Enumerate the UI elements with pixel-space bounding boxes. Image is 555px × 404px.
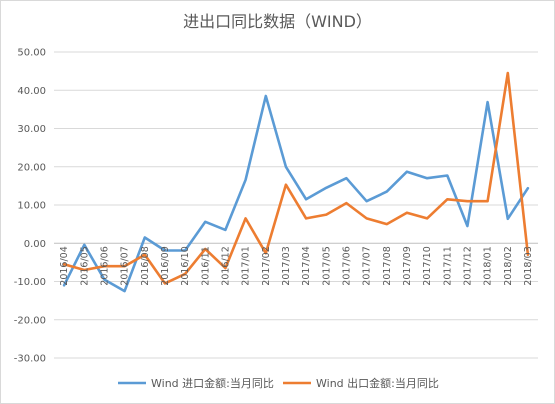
y-tick-label: -20.00 <box>14 315 46 326</box>
x-tick-label: 2016/04 <box>59 246 70 285</box>
x-tick-label: 2017/04 <box>301 246 312 285</box>
x-tick-label: 2016/12 <box>220 246 231 285</box>
x-tick-label: 2017/08 <box>382 246 393 285</box>
x-tick-label: 2018/03 <box>523 246 534 285</box>
y-axis-tick-labels: 50.00 40.00 30.00 20.00 10.00 0.00 -10.00 -20.0… <box>14 48 46 365</box>
x-tick-label: 2016/08 <box>140 246 151 285</box>
y-tick-label: -10.00 <box>14 277 46 288</box>
x-tick-label: 2017/06 <box>341 246 352 285</box>
x-tick-label: 2017/12 <box>462 246 473 285</box>
series-line-1 <box>62 94 530 293</box>
x-tick-label: 2016/05 <box>79 246 90 285</box>
x-tick-label: 2016/09 <box>160 246 171 285</box>
x-tick-label: 2016/10 <box>180 246 191 285</box>
x-tick-label: 2016/07 <box>120 246 131 285</box>
x-tick-label: 2016/06 <box>99 246 110 285</box>
y-tick-label: 50.00 <box>17 48 46 59</box>
legend: Wind 进口金额:当月同比 Wind 出口金额:当月同比 <box>118 376 439 390</box>
legend-label-2: Wind 出口金额:当月同比 <box>316 376 439 390</box>
y-tick-label: 0.00 <box>24 239 46 250</box>
x-tick-label: 2016/11 <box>200 246 211 285</box>
legend-label-1: Wind 进口金额:当月同比 <box>151 376 274 390</box>
x-axis-tick-labels: 2016/04 2016/05 2016/06 2016/07 2016/08 2016/… <box>59 246 534 285</box>
y-tick-label: 30.00 <box>17 124 46 135</box>
x-tick-label: 2017/07 <box>362 246 373 285</box>
x-tick-label: 2018/01 <box>483 246 494 285</box>
x-tick-label: 2017/10 <box>422 246 433 285</box>
x-tick-label: 2017/05 <box>321 246 332 285</box>
x-tick-label: 2017/02 <box>261 246 272 285</box>
series-lines <box>62 71 530 293</box>
x-tick-label: 2018/02 <box>503 246 514 285</box>
series-line-2 <box>62 71 530 285</box>
x-tick-label: 2017/03 <box>281 246 292 285</box>
x-tick-label: 2017/01 <box>241 246 252 285</box>
y-tick-label: -30.00 <box>14 354 46 365</box>
y-tick-label: 20.00 <box>17 162 46 173</box>
gridlines <box>54 51 538 359</box>
y-tick-label: 10.00 <box>17 201 46 212</box>
chart-title: 进出口同比数据（WIND） <box>183 12 372 31</box>
x-tick-label: 2017/11 <box>442 246 453 285</box>
y-tick-label: 40.00 <box>17 86 46 97</box>
x-tick-label: 2017/09 <box>402 246 413 285</box>
